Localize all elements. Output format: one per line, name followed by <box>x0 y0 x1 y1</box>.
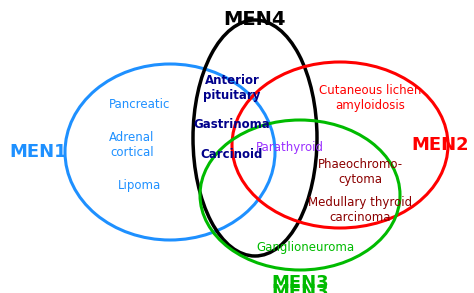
Text: Ganglioneuroma: Ganglioneuroma <box>256 241 354 255</box>
Text: MEN4: MEN4 <box>224 10 286 29</box>
Text: Parathyroid: Parathyroid <box>256 142 324 154</box>
Text: Phaeochromo-
cytoma: Phaeochromo- cytoma <box>318 158 402 186</box>
Text: Anterior
pituitary: Anterior pituitary <box>203 74 261 102</box>
Text: Lipoma: Lipoma <box>118 178 162 192</box>
Text: Cutaneous lichen
amyloidosis: Cutaneous lichen amyloidosis <box>319 84 421 112</box>
Text: MEN3: MEN3 <box>271 274 329 292</box>
Text: MEN3: MEN3 <box>271 283 329 293</box>
Text: MEN2: MEN2 <box>411 136 469 154</box>
Text: Gastrinoma: Gastrinoma <box>193 118 270 132</box>
Text: Pancreatic: Pancreatic <box>109 98 171 112</box>
Text: MEN1: MEN1 <box>9 143 67 161</box>
Text: Adrenal
cortical: Adrenal cortical <box>109 131 155 159</box>
Text: Medullary thyroid
carcinoma: Medullary thyroid carcinoma <box>308 196 412 224</box>
Text: Carcinoid: Carcinoid <box>201 149 263 161</box>
